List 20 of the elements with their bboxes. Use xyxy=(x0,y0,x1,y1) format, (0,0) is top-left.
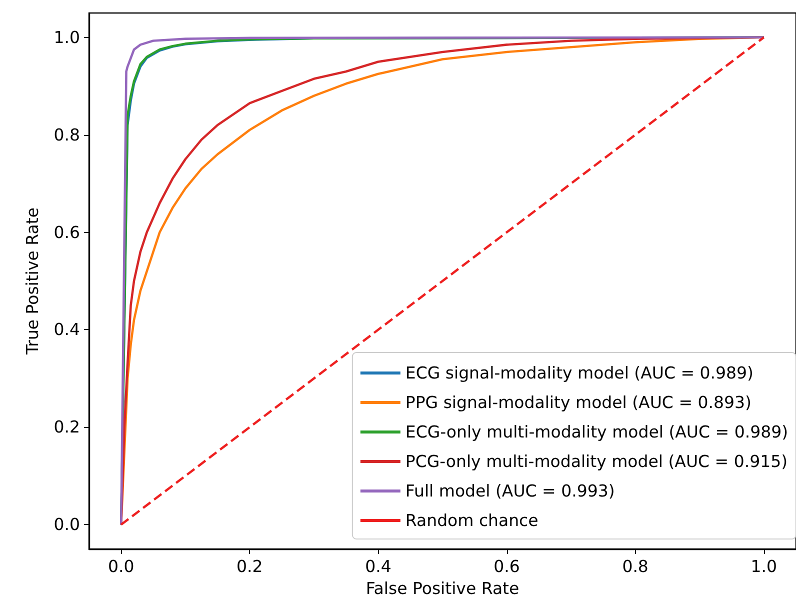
x-tick-label: 0.0 xyxy=(108,557,134,576)
y-tick-label: 1.0 xyxy=(54,28,80,47)
legend-label: ECG-only multi-modality model (AUC = 0.989) xyxy=(405,422,788,442)
y-tick-label: 0.8 xyxy=(54,125,80,144)
x-axis-title: False Positive Rate xyxy=(366,578,520,598)
legend-label: ECG signal-modality model (AUC = 0.989) xyxy=(405,364,754,382)
x-tick-label: 0.8 xyxy=(622,557,648,576)
y-tick-label: 0.4 xyxy=(54,320,80,340)
x-tick-label: 0.6 xyxy=(494,557,520,576)
y-axis-title: True Positive Rate xyxy=(23,208,42,356)
y-tick-label: 0.6 xyxy=(54,222,80,242)
legend-label: PCG-only multi-modality model (AUC = 0.915) xyxy=(405,452,788,471)
legend-label: PPG signal-modality model (AUC = 0.893) xyxy=(405,393,752,412)
x-tick-label: 0.2 xyxy=(236,557,263,576)
y-tick-label: 0.2 xyxy=(54,418,80,437)
legend-label: Full model (AUC = 0.993) xyxy=(405,482,615,500)
legend-label: Random chance xyxy=(405,511,538,530)
y-tick-label: 0.0 xyxy=(54,515,80,534)
x-tick-label: 1.0 xyxy=(750,557,777,576)
x-tick-label: 0.4 xyxy=(365,557,392,576)
